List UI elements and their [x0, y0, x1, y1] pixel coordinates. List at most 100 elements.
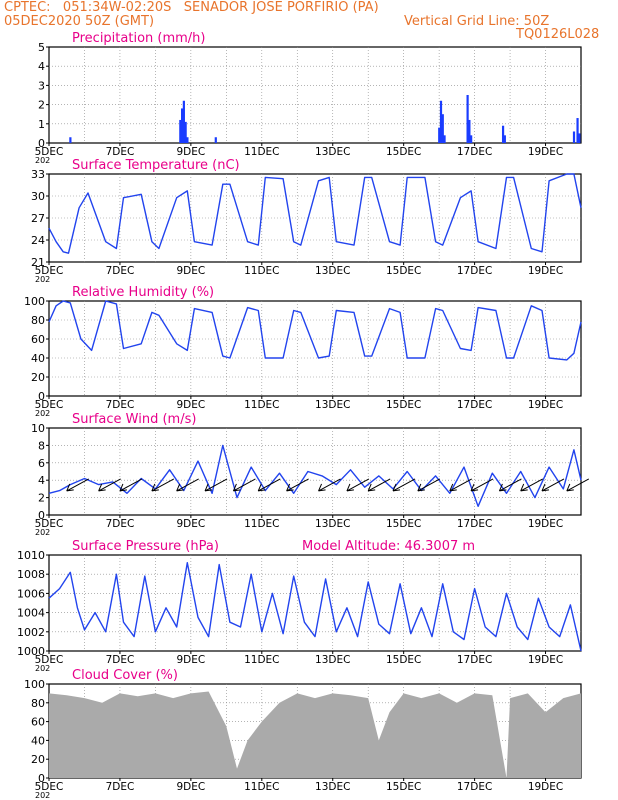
- panel-frame: [48, 46, 582, 144]
- wind-arrow: [498, 478, 522, 492]
- panel-frame: [48, 554, 582, 652]
- x-tick-label: 15DEC: [386, 399, 421, 411]
- year-stub-label: 202: [35, 275, 50, 284]
- x-tick-label: 11DEC: [244, 518, 279, 530]
- y-tick-label: 1008: [17, 568, 45, 581]
- precip-bar: [179, 119, 182, 143]
- x-tick-label: 7DEC: [106, 146, 135, 158]
- y-tick-label: 21: [31, 256, 45, 269]
- x-tick-label: 11DEC: [244, 399, 279, 411]
- y-tick-label: 1000: [17, 645, 45, 658]
- x-tick-label: 17DEC: [457, 781, 492, 793]
- header-station-line: CPTEC: 051:34W-02:20S SENADOR JOSE PORFI…: [4, 0, 379, 15]
- y-tick-label: 10: [31, 422, 45, 435]
- precip-bar: [466, 95, 469, 143]
- panel-title: Surface Temperature (nC): [72, 158, 240, 173]
- precip-bar: [186, 137, 189, 143]
- x-tick-label: 19DEC: [528, 518, 563, 530]
- wind-arrow: [541, 478, 565, 492]
- y-tick-label: 0: [38, 772, 45, 785]
- precip-bar: [439, 100, 443, 143]
- wind-arrow: [470, 478, 494, 492]
- panel-frame: [48, 427, 582, 516]
- panel-rh: [46, 300, 582, 399]
- x-tick-label: 11DEC: [244, 781, 279, 793]
- x-tick-label: 11DEC: [244, 265, 279, 277]
- x-tick-label: 19DEC: [528, 146, 563, 158]
- series-line-rh: [48, 300, 582, 361]
- x-tick-label: 15DEC: [386, 265, 421, 277]
- panel-title: Relative Humidity (%): [72, 285, 214, 300]
- y-tick-label: 33: [31, 168, 45, 181]
- y-tick-label: 60: [31, 333, 45, 346]
- precip-bar: [470, 135, 473, 143]
- y-tick-label: 5: [38, 41, 45, 54]
- x-tick-label: 15DEC: [386, 146, 421, 158]
- panel-cloud: [46, 683, 582, 781]
- panel-precip: [46, 46, 582, 146]
- y-tick-label: 80: [31, 697, 45, 710]
- cloud-cover-area: [49, 691, 581, 778]
- precip-bar: [214, 137, 217, 143]
- wind-arrow: [66, 478, 89, 492]
- x-tick-label: 5DEC: [35, 518, 64, 530]
- x-tick-label: 9DEC: [176, 399, 205, 411]
- x-tick-label: 7DEC: [106, 265, 135, 277]
- header-date-line: 05DEC2020 50Z (GMT): [4, 14, 155, 29]
- y-tick-label: 20: [31, 753, 45, 766]
- precip-bar: [503, 135, 506, 143]
- x-tick-label: 19DEC: [528, 654, 563, 666]
- wind-arrow: [119, 478, 143, 492]
- series-line-wind: [48, 444, 582, 507]
- precip-bar: [441, 114, 444, 143]
- y-tick-label: 24: [31, 234, 45, 247]
- x-tick-label: 7DEC: [106, 399, 135, 411]
- wind-arrow: [98, 478, 121, 492]
- x-tick-label: 17DEC: [457, 399, 492, 411]
- wind-arrow: [392, 478, 416, 492]
- y-tick-label: 1010: [17, 549, 45, 562]
- x-tick-label: 13DEC: [315, 265, 350, 277]
- x-tick-label: 15DEC: [386, 518, 421, 530]
- y-tick-label: 3: [38, 79, 45, 92]
- y-tick-label: 1006: [17, 587, 45, 600]
- header-model-code: TQ0126L028: [516, 27, 600, 42]
- x-tick-label: 17DEC: [457, 518, 492, 530]
- x-tick-label: 9DEC: [176, 781, 205, 793]
- x-tick-label: 9DEC: [176, 146, 205, 158]
- x-tick-label: 9DEC: [176, 518, 205, 530]
- x-tick-label: 7DEC: [106, 781, 135, 793]
- x-tick-label: 17DEC: [457, 654, 492, 666]
- y-tick-label: 6: [38, 457, 45, 470]
- precip-bar: [578, 133, 581, 143]
- wind-arrow: [417, 478, 441, 492]
- precip-bar: [182, 100, 185, 143]
- panel-frame: [48, 300, 582, 397]
- wind-arrow: [367, 478, 391, 492]
- series-line-temp: [48, 173, 582, 254]
- panel-title: Precipitation (mm/h): [72, 31, 205, 46]
- precip-bar: [468, 119, 471, 143]
- y-tick-label: 100: [24, 678, 45, 691]
- precip-bar: [443, 135, 446, 143]
- wind-arrow: [204, 478, 228, 492]
- x-tick-label: 19DEC: [528, 399, 563, 411]
- panel-temp: [46, 173, 582, 265]
- precip-bar: [501, 125, 505, 143]
- year-stub-label: 202: [35, 528, 50, 537]
- x-tick-label: 9DEC: [176, 654, 205, 666]
- y-tick-label: 100: [24, 295, 45, 308]
- x-tick-label: 13DEC: [315, 399, 350, 411]
- wind-arrow: [151, 478, 175, 492]
- y-tick-label: 27: [31, 212, 45, 225]
- precip-bar: [438, 127, 441, 143]
- x-tick-label: 5DEC: [35, 654, 64, 666]
- y-tick-label: 2: [38, 99, 45, 112]
- wind-arrow: [176, 478, 199, 492]
- x-tick-label: 5DEC: [35, 781, 64, 793]
- x-tick-label: 5DEC: [35, 265, 64, 277]
- x-tick-label: 13DEC: [315, 518, 350, 530]
- wind-arrow: [286, 478, 309, 492]
- precip-bar: [181, 108, 184, 143]
